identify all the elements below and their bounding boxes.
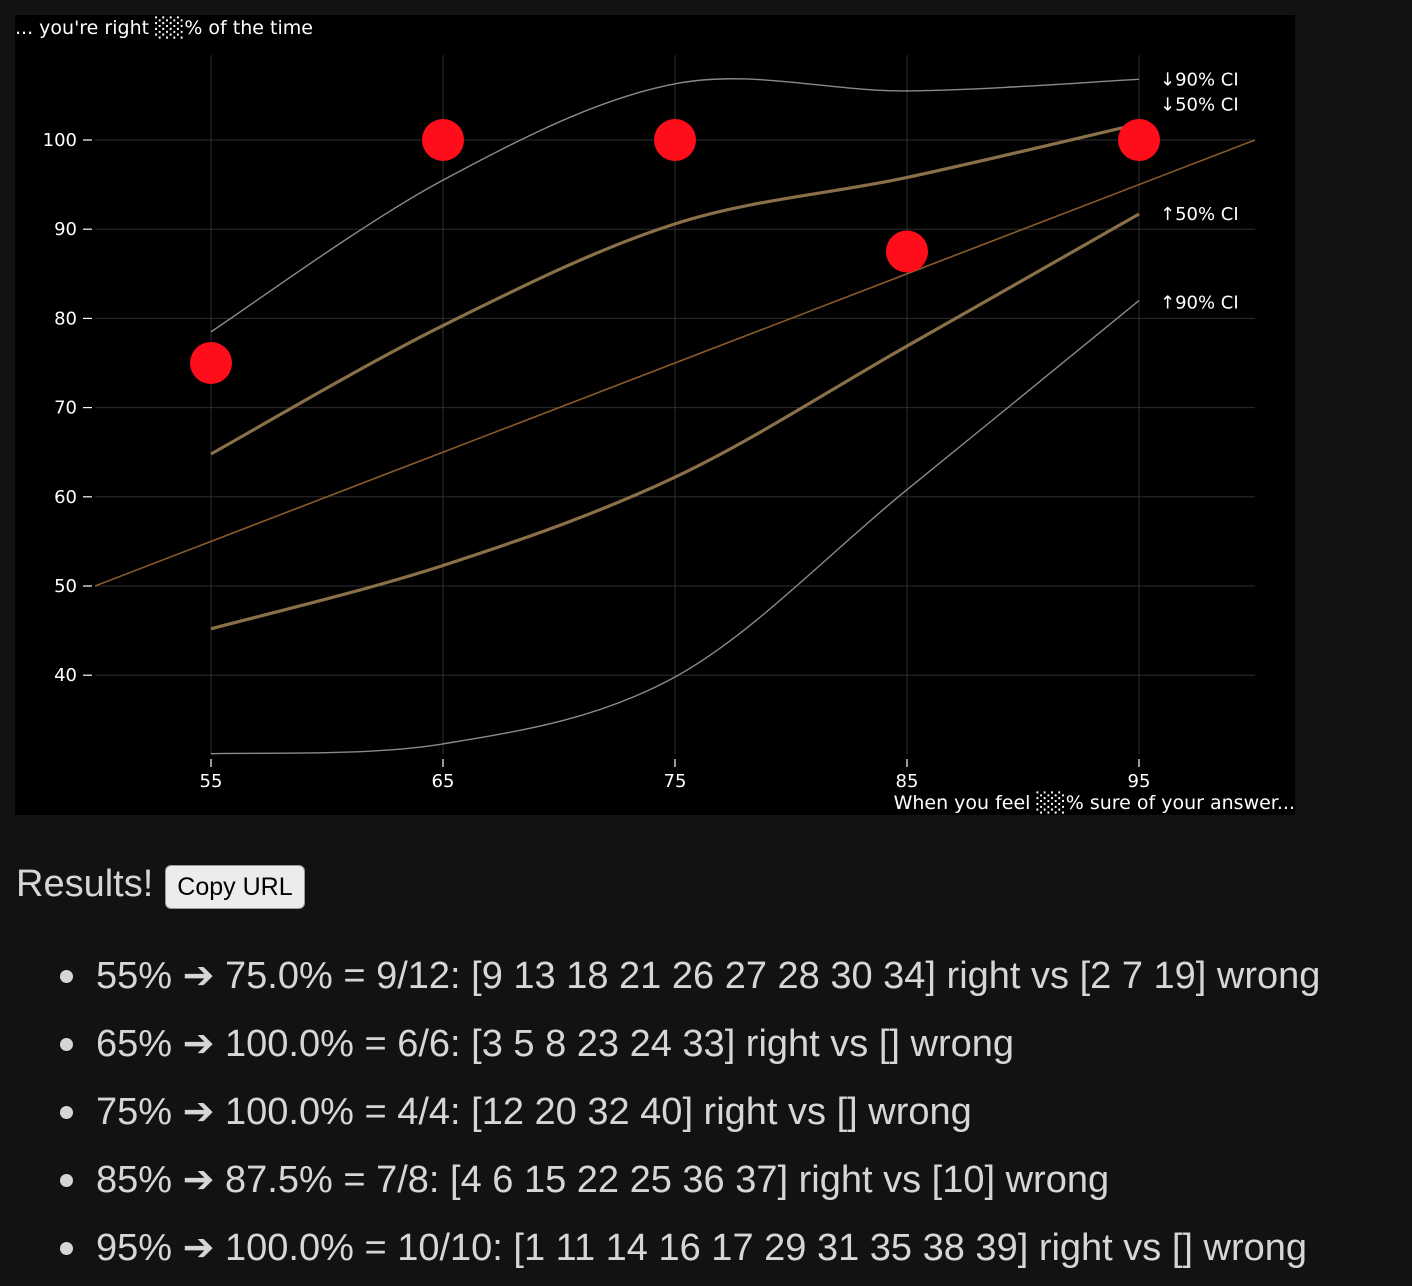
confidence-bands: [94, 78, 1256, 755]
results-list: 55% ➔ 75.0% = 9/12: [9 13 18 21 26 27 28…: [60, 942, 1320, 1282]
bullet-icon: [60, 1174, 73, 1187]
result-item: 65% ➔ 100.0% = 6/6: [3 5 8 23 24 33] rig…: [60, 1010, 1320, 1078]
result-item: 55% ➔ 75.0% = 9/12: [9 13 18 21 26 27 28…: [60, 942, 1320, 1010]
data-point: [422, 119, 464, 161]
result-item: 75% ➔ 100.0% = 4/4: [12 20 32 40] right …: [60, 1078, 1320, 1146]
result-item: 85% ➔ 87.5% = 7/8: [4 6 15 22 25 36 37] …: [60, 1146, 1320, 1214]
y-tick-label: 40: [54, 665, 77, 686]
ci90-lower-curve: [210, 300, 1140, 755]
data-point: [1118, 119, 1160, 161]
data-points: [190, 119, 1160, 384]
ci-label-lower90: ↑90% CI: [1160, 292, 1239, 313]
x-tick-label: 75: [664, 771, 687, 792]
bullet-icon: [60, 1038, 73, 1051]
result-text: 55% ➔ 75.0% = 9/12: [9 13 18 21 26 27 28…: [96, 955, 1321, 997]
result-text: 65% ➔ 100.0% = 6/6: [3 5 8 23 24 33] rig…: [96, 1023, 1015, 1065]
x-tick-label: 65: [432, 771, 455, 792]
ci-label-upper90: ↓90% CI: [1160, 69, 1239, 90]
x-tick-label: 85: [896, 771, 919, 792]
bullet-icon: [60, 1106, 73, 1119]
bullet-icon: [60, 970, 73, 983]
perfect-calibration-line: [94, 139, 1256, 587]
data-point: [886, 230, 928, 273]
x-axis-title: When you feel ░░% sure of your answer...: [894, 791, 1295, 814]
result-text: 75% ➔ 100.0% = 4/4: [12 20 32 40] right …: [96, 1091, 972, 1133]
data-point: [654, 119, 696, 161]
result-item: 95% ➔ 100.0% = 10/10: [1 11 14 16 17 29 …: [60, 1214, 1320, 1282]
y-tick-label: 100: [43, 130, 77, 151]
y-tick-label: 50: [54, 576, 77, 597]
ci50-lower-curve: [210, 212, 1140, 631]
axes: 40 50 60 70 80 90 100 55 65 75 85 95: [43, 130, 1151, 792]
result-text: 95% ➔ 100.0% = 10/10: [1 11 14 16 17 29 …: [96, 1227, 1308, 1269]
x-tick-label: 55: [200, 771, 223, 792]
calibration-chart: 40 50 60 70 80 90 100 55 65 75 85 95 ↓90% CI ↓50% CI…: [15, 15, 1295, 815]
bullet-icon: [60, 1242, 73, 1255]
ci-label-lower50: ↑50% CI: [1160, 204, 1239, 225]
calibration-chart-svg: 40 50 60 70 80 90 100 55 65 75 85 95 ↓90% CI ↓50% CI…: [15, 16, 1295, 814]
results-header: Results! Copy URL: [16, 858, 305, 910]
y-tick-label: 60: [54, 487, 77, 508]
ci90-upper-curve: [210, 78, 1140, 333]
y-axis-title: ... you're right ░░% of the time: [15, 16, 313, 39]
x-tick-label: 95: [1128, 771, 1151, 792]
y-tick-label: 80: [54, 308, 77, 329]
y-tick-label: 70: [54, 398, 77, 419]
ci50-upper-curve: [210, 122, 1140, 456]
grid: [95, 55, 1255, 755]
ci-label-upper50: ↓50% CI: [1160, 94, 1239, 115]
result-text: 85% ➔ 87.5% = 7/8: [4 6 15 22 25 36 37] …: [96, 1159, 1110, 1201]
data-point: [190, 342, 232, 384]
copy-url-button[interactable]: Copy URL: [165, 865, 305, 909]
results-title: Results!: [16, 862, 154, 905]
ci-labels: ↓90% CI ↓50% CI ↑50% CI ↑90% CI: [1160, 69, 1239, 313]
y-tick-label: 90: [54, 219, 77, 240]
